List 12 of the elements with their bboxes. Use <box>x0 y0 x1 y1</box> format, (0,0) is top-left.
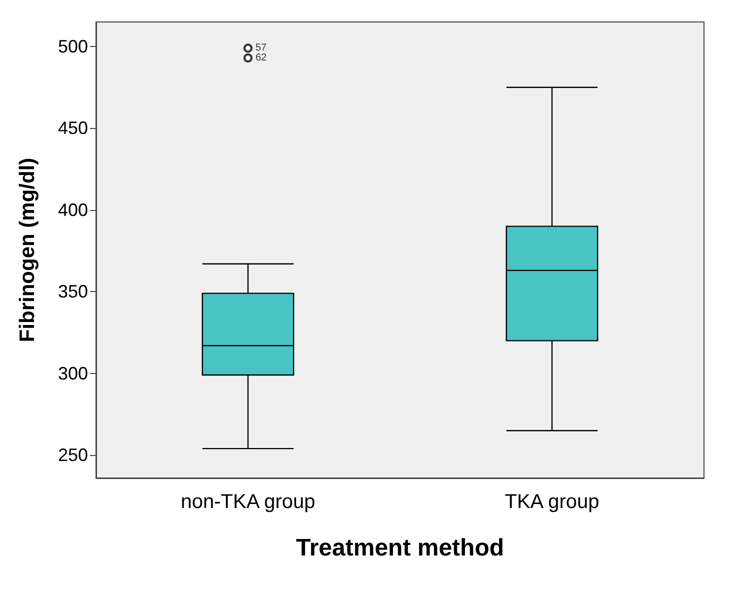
y-tick-label: 450 <box>58 118 88 138</box>
x-tick-label: non-TKA group <box>180 491 316 513</box>
y-tick-label: 400 <box>58 200 88 220</box>
y-tick-label: 300 <box>58 363 88 384</box>
annotation: 62 <box>256 52 268 64</box>
y-axis-title: Fibrinogen (mg/dl) <box>16 158 39 342</box>
x-tick-label: TKA group <box>504 491 600 513</box>
y-tick-label: 250 <box>58 445 88 466</box>
x-axis-title: Treatment method <box>296 534 504 562</box>
annotation: 57 <box>256 42 268 54</box>
y-tick-label: 500 <box>58 36 88 57</box>
y-tick-label: 350 <box>58 282 88 302</box>
